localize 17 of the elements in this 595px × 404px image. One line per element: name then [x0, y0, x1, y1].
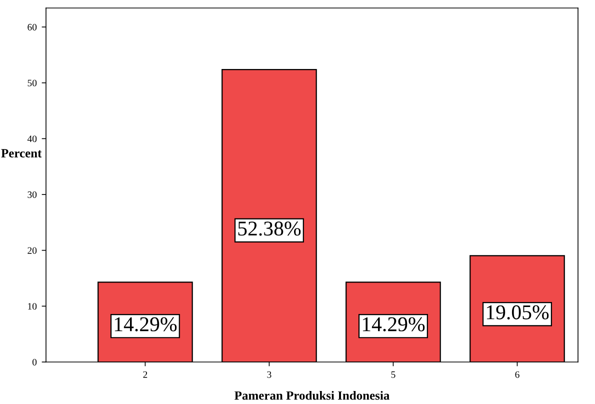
- data-label: 52.38%: [238, 222, 301, 236]
- x-axis-title: Pameran Produksi Indonesia: [234, 390, 390, 400]
- data-label: 19.05%: [486, 305, 549, 320]
- data-label: 14.29%: [362, 317, 425, 332]
- x-tick-label: 5: [391, 371, 396, 378]
- y-tick-label: 60: [28, 24, 37, 30]
- data-label: 14.29%: [114, 317, 177, 332]
- y-axis-title: Percent: [1, 149, 42, 158]
- y-tick-label: 20: [28, 247, 37, 254]
- y-tick-label: 10: [28, 303, 37, 310]
- y-tick-label: 0: [32, 358, 37, 366]
- x-tick-label: 3: [267, 371, 272, 378]
- y-tick-label: 50: [28, 80, 37, 86]
- y-tick-label: 40: [27, 136, 37, 142]
- y-tick-label: 30: [28, 191, 37, 198]
- x-tick-label: 2: [143, 371, 148, 378]
- x-tick-label: 6: [515, 371, 520, 378]
